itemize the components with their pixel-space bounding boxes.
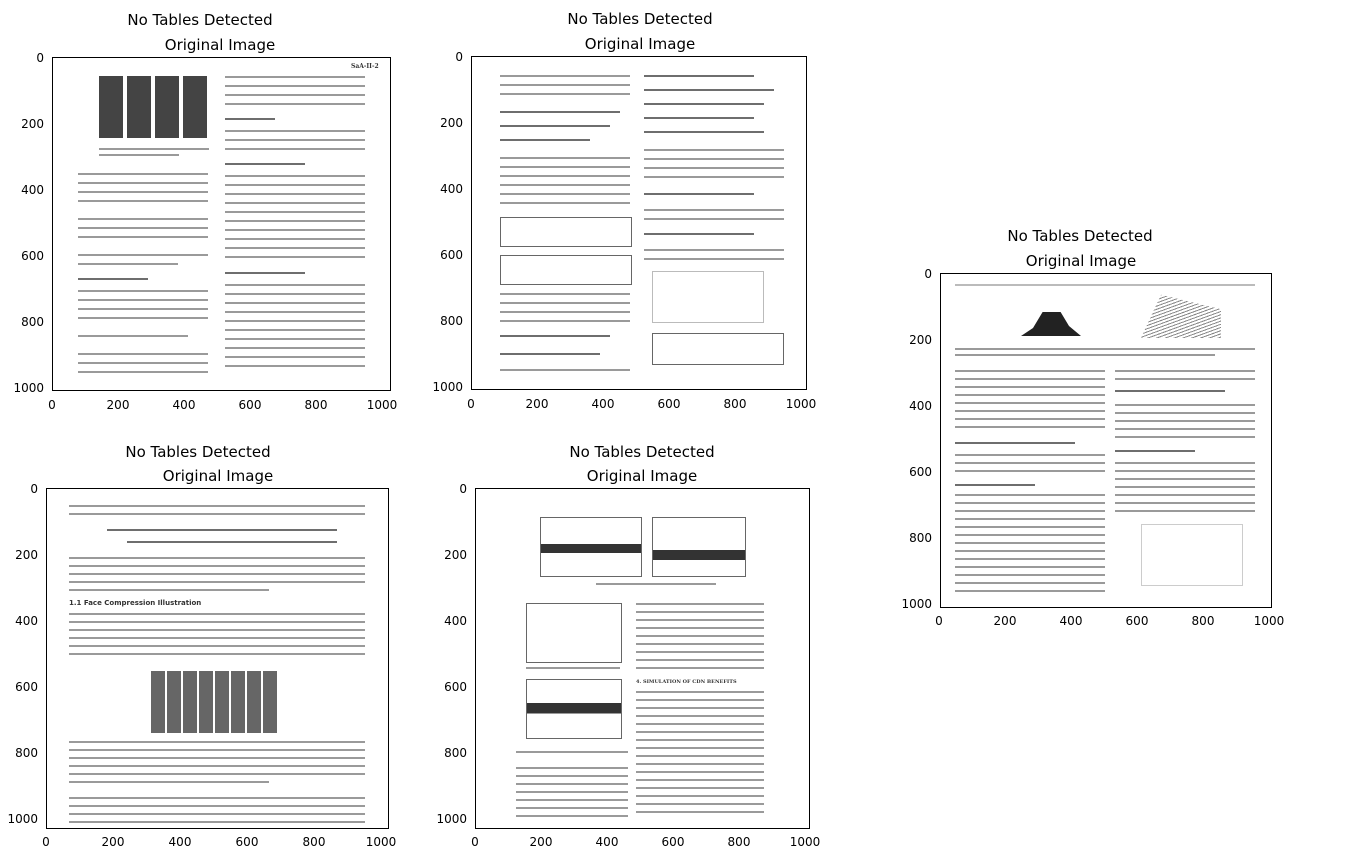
ytick-label: 400 [21, 183, 44, 197]
panel-title: No Tables Detected [567, 10, 713, 28]
panel-subtitle: Original Image [1025, 252, 1137, 270]
mode-figure [1141, 524, 1243, 586]
xtick-label: 600 [1125, 614, 1149, 628]
xtick-label: 800 [1191, 614, 1215, 628]
xtick-label: 400 [172, 398, 196, 412]
cdf-figure [526, 603, 622, 663]
image-axes: SaA-II-2 [52, 57, 391, 391]
ytick-label: 600 [444, 680, 467, 694]
ytick-label: 0 [455, 50, 463, 64]
xtick-label: 0 [467, 397, 475, 411]
ytick-label: 0 [924, 267, 932, 281]
panel-1: No Tables Detected Original Image SaA-II… [0, 0, 420, 420]
xtick-label: 400 [168, 835, 192, 849]
ytick-label: 200 [15, 548, 38, 562]
ytick-label: 1000 [432, 380, 463, 394]
xtick-label: 200 [101, 835, 125, 849]
figure-thumbnails [99, 76, 209, 138]
scatter-figure [540, 517, 642, 577]
panel-title: No Tables Detected [127, 11, 273, 29]
page-header-text: SaA-II-2 [351, 63, 379, 70]
ytick-label: 200 [909, 333, 932, 347]
xtick-label: 400 [1059, 614, 1083, 628]
image-axes [471, 56, 807, 390]
panel-title: No Tables Detected [125, 443, 271, 461]
ytick-label: 1000 [7, 812, 38, 826]
ytick-label: 800 [444, 746, 467, 760]
xtick-label: 1000 [366, 398, 398, 412]
xtick-label: 1000 [1253, 614, 1285, 628]
xtick-label: 0 [42, 835, 50, 849]
ytick-label: 1000 [436, 812, 467, 826]
image-axes: 1.1 Face Compression Illustration [46, 488, 389, 829]
ytick-label: 600 [15, 680, 38, 694]
panel-subtitle: Original Image [162, 467, 274, 485]
image-axes: 4. SIMULATION OF CDN BENEFITS [475, 488, 810, 829]
ytick-label: 600 [21, 249, 44, 263]
ytick-label: 200 [21, 117, 44, 131]
scatter-figure [526, 679, 622, 739]
ytick-label: 0 [459, 482, 467, 496]
ytick-label: 1000 [901, 597, 932, 611]
ytick-label: 400 [440, 182, 463, 196]
panel-subtitle: Original Image [586, 467, 698, 485]
panel-4: No Tables Detected Original Image 1.1 Fa… [0, 432, 420, 856]
xtick-label: 200 [525, 397, 549, 411]
scatter-figure [652, 517, 746, 577]
channel-model-diagram [652, 333, 784, 365]
panel-title: No Tables Detected [569, 443, 715, 461]
xtick-label: 400 [595, 835, 619, 849]
xtick-label: 1000 [365, 835, 397, 849]
section-heading: 4. SIMULATION OF CDN BENEFITS [636, 679, 737, 685]
xtick-label: 800 [304, 398, 328, 412]
ytick-label: 400 [444, 614, 467, 628]
xtick-label: 800 [727, 835, 751, 849]
panel-subtitle: Original Image [164, 36, 276, 54]
xtick-label: 800 [723, 397, 747, 411]
ytick-label: 200 [440, 116, 463, 130]
xtick-label: 200 [529, 835, 553, 849]
face-image-grid [151, 671, 279, 733]
xtick-label: 1000 [785, 397, 817, 411]
xtick-label: 800 [302, 835, 326, 849]
xtick-label: 0 [471, 835, 479, 849]
ytick-label: 800 [15, 746, 38, 760]
ytick-label: 0 [36, 51, 44, 65]
panel-3: No Tables Detected Original Image [900, 220, 1360, 640]
panel-subtitle: Original Image [584, 35, 696, 53]
ytick-label: 800 [21, 315, 44, 329]
xtick-label: 600 [238, 398, 262, 412]
impulse-plot [652, 271, 764, 323]
ytick-label: 200 [444, 548, 467, 562]
xtick-label: 0 [935, 614, 943, 628]
ytick-label: 1000 [13, 381, 44, 395]
ytick-label: 400 [909, 399, 932, 413]
xtick-label: 600 [661, 835, 685, 849]
ytick-label: 600 [909, 465, 932, 479]
section-heading: 1.1 Face Compression Illustration [69, 599, 202, 607]
xtick-label: 600 [657, 397, 681, 411]
ytick-label: 0 [30, 482, 38, 496]
ytick-label: 600 [440, 248, 463, 262]
xtick-label: 1000 [789, 835, 821, 849]
panel-5: No Tables Detected Original Image 4. SIM… [420, 432, 840, 856]
block-diagram [500, 255, 632, 285]
xtick-label: 400 [591, 397, 615, 411]
image-axes [940, 273, 1272, 608]
xtick-label: 200 [993, 614, 1017, 628]
xtick-label: 600 [235, 835, 259, 849]
histogram-figure [1021, 296, 1081, 336]
ytick-label: 400 [15, 614, 38, 628]
ytick-label: 800 [440, 314, 463, 328]
xtick-label: 0 [48, 398, 56, 412]
block-diagram [500, 217, 632, 247]
xtick-label: 200 [106, 398, 130, 412]
panel-2: No Tables Detected Original Image [420, 0, 840, 420]
panel-title: No Tables Detected [1007, 227, 1153, 245]
curves-figure [1141, 294, 1221, 338]
ytick-label: 800 [909, 531, 932, 545]
